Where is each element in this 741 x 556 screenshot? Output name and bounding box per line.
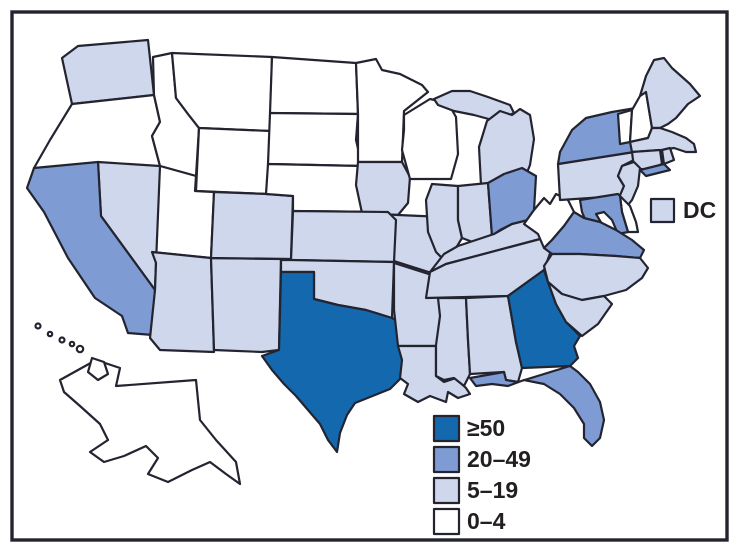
state-nd xyxy=(268,55,360,116)
dc-callout: DC xyxy=(649,197,716,224)
legend-swatch xyxy=(432,476,461,505)
state-sc xyxy=(546,280,614,338)
state-ak xyxy=(58,358,242,486)
legend-item: 20–49 xyxy=(432,445,531,474)
legend-item: 5–19 xyxy=(432,476,518,505)
legend-label: 20–49 xyxy=(467,446,531,472)
legend-swatch xyxy=(432,414,461,443)
legend-label: 0–4 xyxy=(467,508,506,534)
state-wa xyxy=(60,38,156,106)
legend-label: ≥50 xyxy=(467,415,505,441)
state-ms xyxy=(434,296,472,388)
state-in xyxy=(456,181,494,246)
state-co xyxy=(209,190,295,261)
legend-swatch xyxy=(432,507,461,536)
legend-swatch xyxy=(432,445,461,474)
state-ri xyxy=(660,146,676,166)
state-ia xyxy=(354,160,412,217)
state-hi xyxy=(34,322,110,382)
state-la xyxy=(396,344,472,404)
state-wy xyxy=(194,126,272,196)
state-az xyxy=(148,250,216,354)
legend-item: 0–4 xyxy=(432,507,506,536)
figure-border xyxy=(10,10,729,542)
state-fl xyxy=(468,364,606,448)
legend-item: ≥50 xyxy=(432,414,505,443)
state-ks xyxy=(289,209,398,264)
dc-swatch xyxy=(649,197,676,224)
legend: ≥50 20–49 5–19 0–4 xyxy=(432,414,531,536)
state-sd xyxy=(266,111,364,168)
map-states xyxy=(25,38,702,486)
state-ca xyxy=(25,160,157,337)
state-ny-long-island xyxy=(638,162,672,178)
state-tx xyxy=(260,270,408,454)
legend-label: 5–19 xyxy=(467,477,518,503)
dc-label: DC xyxy=(683,197,716,223)
state-nm xyxy=(209,256,283,354)
state-mn xyxy=(354,57,430,164)
state-wi xyxy=(400,97,460,181)
